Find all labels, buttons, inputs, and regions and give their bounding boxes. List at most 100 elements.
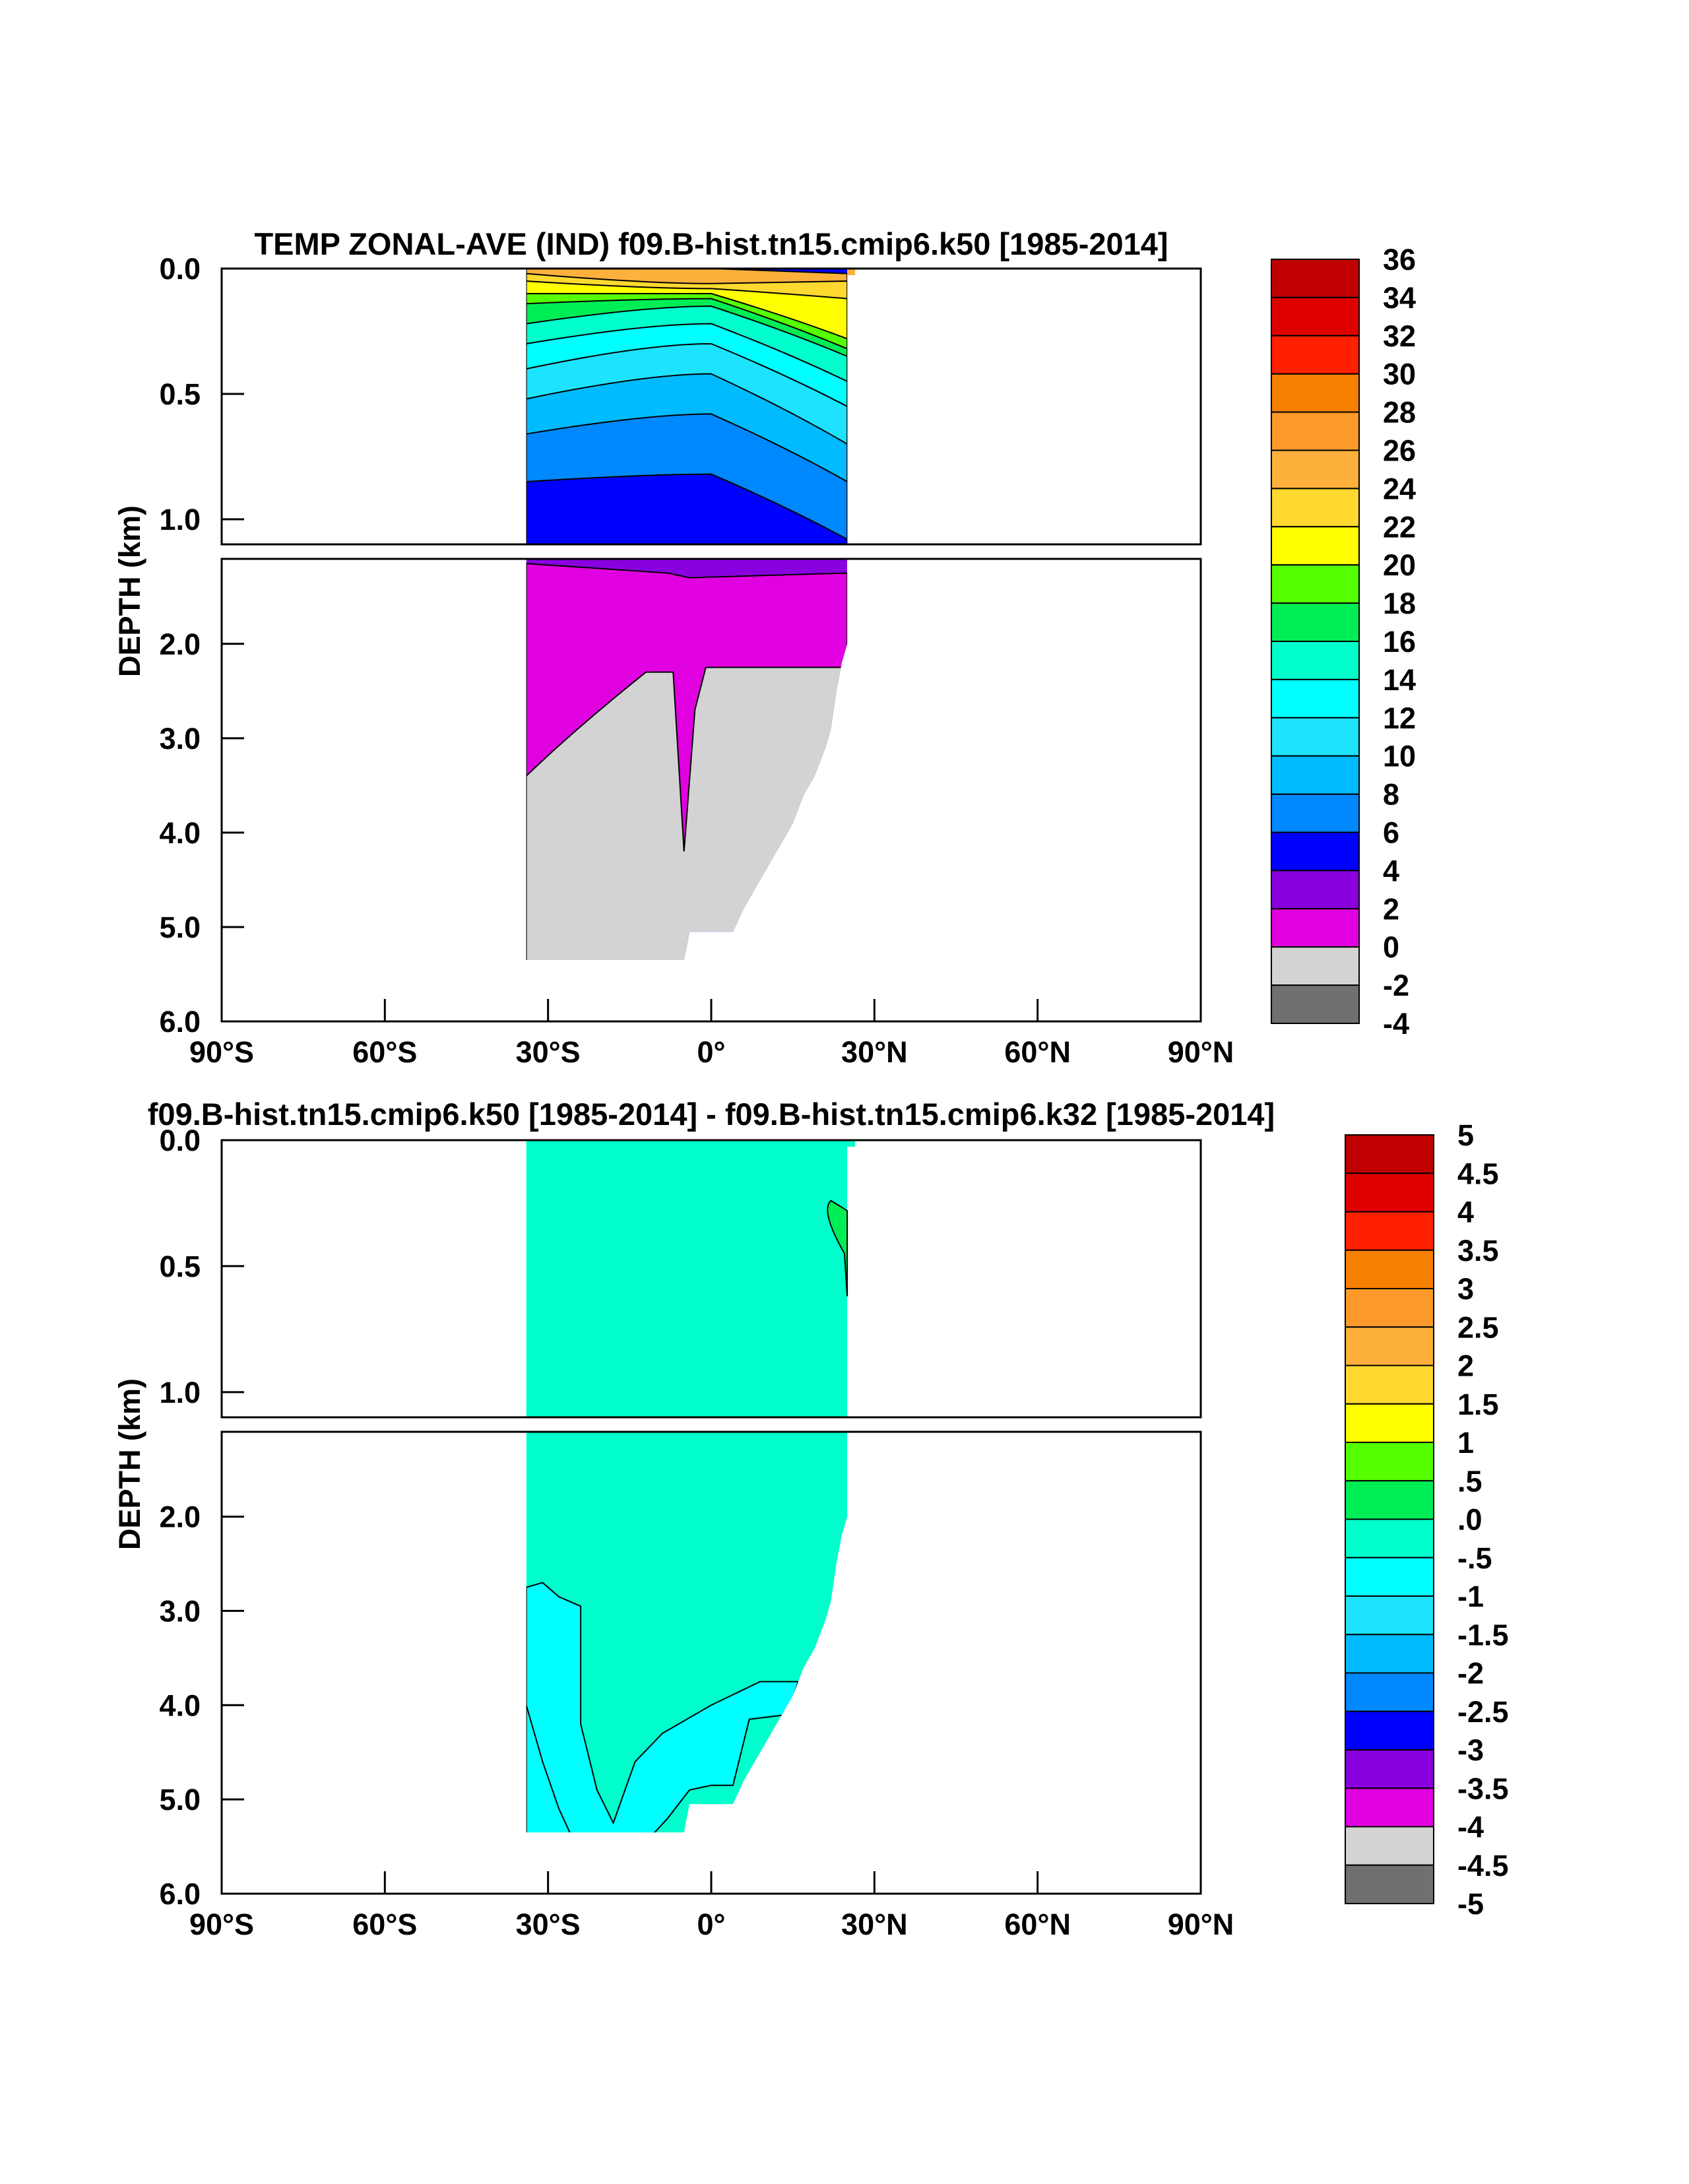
colorbar-label: 20	[1383, 548, 1416, 582]
colorbar-label: -5	[1457, 1887, 1484, 1921]
x-tick-label: 90°S	[189, 1035, 254, 1069]
chart-title: f09.B-hist.tn15.cmip6.k50 [1985-2014] - …	[148, 1097, 1275, 1132]
colorbar-label: -1.5	[1457, 1618, 1509, 1652]
colorbar-swatch	[1345, 1864, 1434, 1904]
contour-line	[526, 1705, 571, 1833]
colorbar-swatch	[1345, 1557, 1434, 1597]
colorbar-swatch	[1345, 1634, 1434, 1674]
colorbar-swatch	[1271, 488, 1360, 528]
colorbar-label: .5	[1457, 1464, 1482, 1498]
colorbar-label: 10	[1383, 740, 1416, 773]
colorbar-swatch	[1271, 984, 1360, 1024]
colorbar-swatch	[1271, 831, 1360, 872]
colorbar-swatch	[1345, 1518, 1434, 1558]
colorbar-label: 32	[1383, 319, 1416, 353]
colorbar-swatch	[1271, 793, 1360, 833]
y-tick-label: 6.0	[159, 1005, 201, 1039]
colorbar-swatch	[1271, 411, 1360, 451]
colorbar-label: 8	[1383, 778, 1399, 812]
colorbar-label: 34	[1383, 281, 1416, 315]
colorbar-swatch	[1345, 1326, 1434, 1366]
colorbar-swatch	[1271, 564, 1360, 604]
y-tick-label: 0.5	[159, 377, 201, 411]
colorbar-label: 12	[1383, 701, 1416, 735]
colorbar-label: 18	[1383, 587, 1416, 620]
x-tick-label: 30°S	[516, 1908, 581, 1941]
colorbar-swatch	[1345, 1749, 1434, 1789]
colorbar-label: 28	[1383, 396, 1416, 430]
y-tick-label: 2.0	[159, 1500, 201, 1534]
x-tick-label: 60°N	[1004, 1035, 1071, 1069]
colorbar-label: 26	[1383, 434, 1416, 468]
colorbar-swatch	[1271, 526, 1360, 566]
x-tick-label: 30°N	[841, 1908, 908, 1941]
surface-lip	[847, 269, 856, 275]
surface-lip	[847, 1140, 856, 1147]
chart-title: TEMP ZONAL-AVE (IND) f09.B-hist.tn15.cmi…	[254, 226, 1168, 261]
colorbar-label: -3.5	[1457, 1772, 1509, 1805]
colorbar-swatch	[1271, 296, 1360, 337]
y-tick-label: 4.0	[159, 1688, 201, 1722]
colorbar-swatch	[1345, 1480, 1434, 1520]
x-tick-label: 60°S	[352, 1908, 417, 1941]
colorbar-swatch	[1345, 1403, 1434, 1443]
y-tick-label: 6.0	[159, 1877, 201, 1911]
colorbar-swatch	[1345, 1134, 1434, 1174]
colorbar-swatch	[1345, 1211, 1434, 1251]
y-tick-label: 1.0	[159, 1376, 201, 1409]
colorbar-label: 2	[1457, 1349, 1474, 1383]
colorbar-label: -2	[1457, 1657, 1484, 1690]
upper-panel-frame	[220, 267, 1202, 546]
colorbar-label: -3	[1457, 1733, 1484, 1767]
x-tick-label: 30°N	[841, 1035, 908, 1069]
colorbar-label: 3	[1457, 1272, 1474, 1306]
colorbar-swatch	[1271, 373, 1360, 413]
colorbar-swatch	[1271, 678, 1360, 719]
y-tick-label: 5.0	[159, 1783, 201, 1816]
colorbar-label: -.5	[1457, 1541, 1492, 1575]
colorbar-swatch	[1271, 449, 1360, 490]
colorbar-swatch	[1271, 717, 1360, 757]
colorbar-swatch	[1271, 755, 1360, 795]
lower-panel-field	[526, 1432, 848, 1833]
colorbar-label: 2	[1383, 892, 1399, 926]
band-6-8	[526, 473, 848, 544]
colorbar-swatch	[1345, 1288, 1434, 1328]
colorbar-label: -4	[1457, 1811, 1484, 1844]
colorbar-label: -2	[1383, 969, 1409, 1002]
colorbar-swatch	[1345, 1249, 1434, 1289]
y-tick-label: 0.0	[159, 1124, 201, 1157]
upper-panel-frame	[220, 1139, 1202, 1419]
colorbar-swatch	[1271, 335, 1360, 375]
y-tick-label: 2.0	[159, 627, 201, 661]
colorbar-label: 3.5	[1457, 1234, 1499, 1268]
negative-anomaly-region	[526, 1582, 800, 1833]
colorbar-swatch	[1345, 1826, 1434, 1866]
colorbar-label: -4.5	[1457, 1849, 1509, 1882]
colorbar-swatch	[1271, 908, 1360, 948]
colorbar-label: -1	[1457, 1580, 1484, 1613]
colorbar-swatch	[1271, 602, 1360, 642]
colorbar-label: 14	[1383, 663, 1416, 697]
colorbar-swatch	[1345, 1710, 1434, 1750]
colorbar-label: 16	[1383, 625, 1416, 658]
y-axis-label: DEPTH (km)	[113, 1378, 146, 1550]
colorbar-label: .0	[1457, 1503, 1482, 1537]
colorbar-label: 30	[1383, 358, 1416, 391]
colorbar-label: 4	[1457, 1196, 1474, 1229]
colorbar-label: 22	[1383, 510, 1416, 544]
x-tick-label: 60°S	[352, 1035, 417, 1069]
x-tick-label: 90°S	[189, 1908, 254, 1941]
colorbar-swatch	[1345, 1172, 1434, 1213]
colorbar-swatch	[1271, 870, 1360, 910]
colorbar-swatch	[1345, 1442, 1434, 1482]
colorbar-label: 1.5	[1457, 1388, 1499, 1421]
y-tick-label: 3.0	[159, 1594, 201, 1628]
colorbar-label: 0	[1383, 930, 1399, 964]
colorbar-label: 36	[1383, 243, 1416, 276]
colorbar-swatch	[1345, 1787, 1434, 1828]
x-tick-label: 30°S	[516, 1035, 581, 1069]
upper-panel-field	[526, 1140, 848, 1417]
y-tick-label: 3.0	[159, 722, 201, 755]
